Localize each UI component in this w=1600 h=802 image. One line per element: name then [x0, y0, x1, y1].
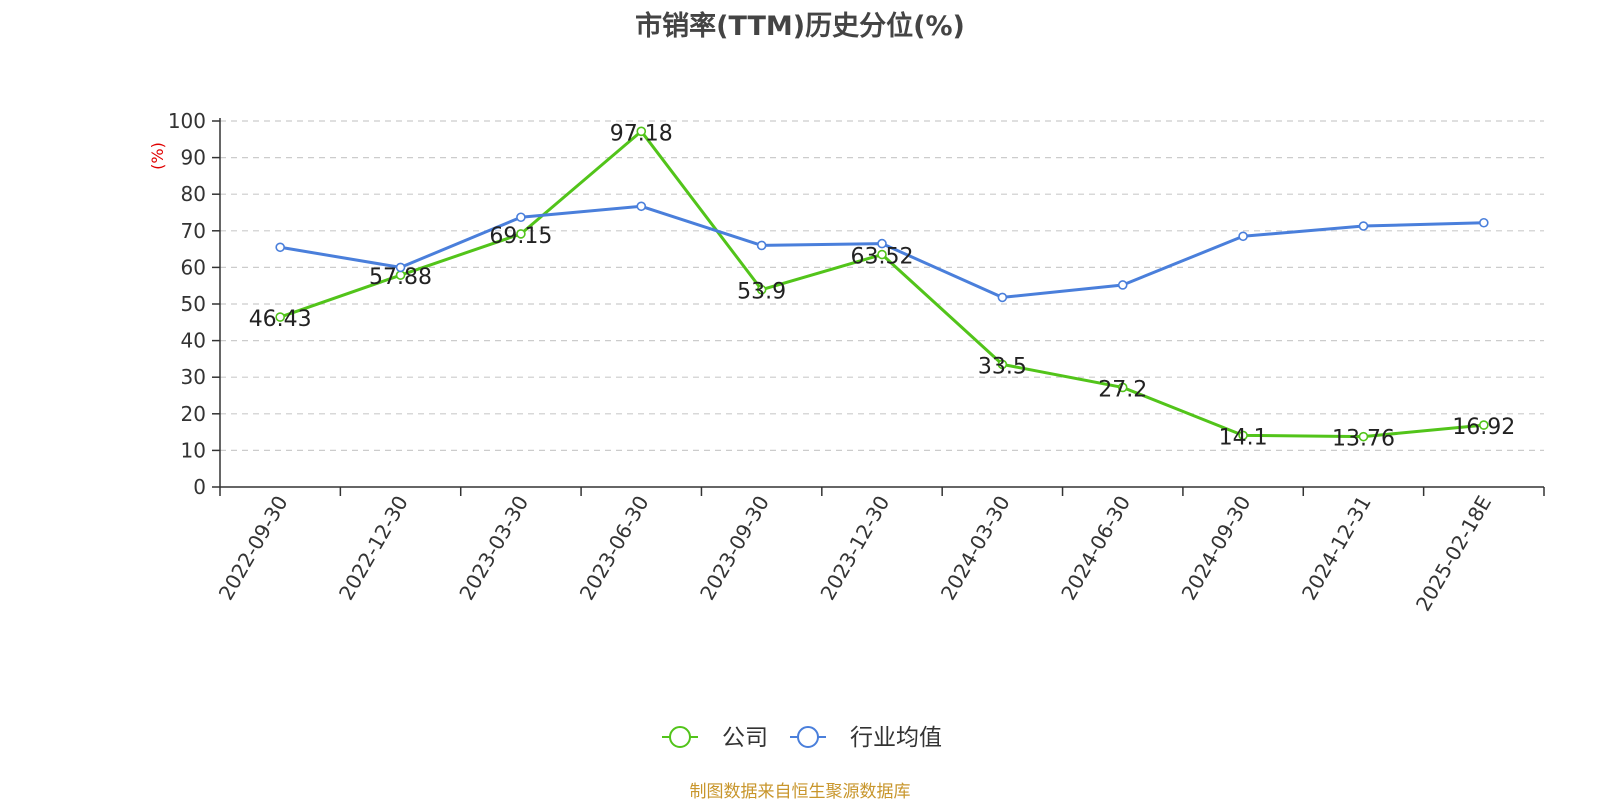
data-point — [1238, 231, 1248, 242]
x-tick-label: 2024-03-30 — [936, 492, 1015, 605]
legend-label: 公司 — [722, 725, 768, 751]
data-label: 46.43 — [249, 307, 312, 332]
x-tick-label: 2024-09-30 — [1177, 492, 1256, 605]
x-tick-label: 2023-09-30 — [695, 492, 774, 605]
data-point — [1117, 382, 1128, 393]
data-point — [877, 249, 887, 260]
y-tick-label: 90 — [181, 146, 206, 170]
data-label: 27.2 — [1098, 377, 1147, 402]
data-point — [516, 229, 526, 239]
legend-item[interactable]: 行业均值 — [790, 725, 942, 751]
y-tick-label: 30 — [181, 365, 206, 389]
data-point — [997, 359, 1008, 370]
data-label: 57.88 — [369, 265, 432, 290]
data-point — [1358, 221, 1369, 231]
y-tick-label: 40 — [181, 329, 206, 353]
data-point — [756, 284, 767, 295]
data-point — [275, 242, 285, 253]
source-note: 制图数据来自恒生聚源数据库 — [689, 782, 911, 802]
data-label: 69.15 — [489, 224, 552, 249]
data-point — [275, 312, 285, 322]
data-point — [636, 126, 647, 137]
data-label: 53.9 — [737, 280, 786, 305]
legend-label: 行业均值 — [850, 725, 942, 751]
y-tick-label: 100 — [168, 109, 206, 133]
data-label: 13.76 — [1332, 427, 1395, 452]
x-tick-label: 2023-06-30 — [575, 492, 654, 605]
y-tick-label: 60 — [181, 255, 206, 279]
x-tick-label: 2025-02-18E — [1411, 492, 1496, 616]
series-lines — [275, 126, 1489, 442]
data-label: 14.1 — [1219, 425, 1268, 450]
data-point — [395, 262, 406, 273]
data-point — [756, 240, 767, 251]
x-tick-label: 2022-09-30 — [214, 492, 293, 605]
data-point — [1238, 430, 1248, 441]
legend-marker-icon — [669, 726, 691, 748]
data-point — [1479, 420, 1489, 430]
legend-item[interactable]: 公司 — [662, 725, 768, 751]
data-label: 97.18 — [610, 121, 673, 146]
data-label: 33.5 — [978, 354, 1027, 379]
x-tick-label: 2023-12-30 — [815, 492, 894, 605]
y-axis-label: (%) — [148, 142, 167, 170]
data-point — [1358, 431, 1369, 442]
chart-title: 市销率(TTM)历史分位(%) — [635, 11, 965, 42]
data-point — [1117, 280, 1128, 290]
y-tick-label: 80 — [181, 182, 206, 206]
legend: 公司 行业均值 — [662, 725, 942, 751]
data-point — [997, 292, 1008, 303]
y-tick-label: 0 — [193, 475, 206, 499]
data-point — [1479, 217, 1489, 228]
legend-marker-icon — [797, 726, 819, 748]
series-line-company — [279, 129, 1484, 439]
x-tick-label: 2024-06-30 — [1056, 492, 1135, 605]
data-point — [877, 238, 887, 249]
data-label: 63.52 — [851, 245, 914, 270]
data-point — [636, 201, 647, 212]
x-tick-label: 2024-12-31 — [1297, 492, 1376, 605]
data-label: 16.92 — [1452, 415, 1515, 440]
y-tick-label: 70 — [181, 219, 206, 243]
y-tick-label: 50 — [181, 292, 206, 316]
y-tick-label: 10 — [181, 438, 206, 462]
x-tick-label: 2023-03-30 — [454, 492, 533, 605]
data-point — [516, 212, 526, 223]
y-tick-label: 20 — [181, 402, 206, 426]
axes: 0 10 20 30 40 50 60 70 80 90 100(%) 2022-09-30 2022-… — [148, 109, 1545, 616]
data-labels: 46.43 57.88 69.15 97.18 53.9 63.52 33.5 27.2 14.… — [249, 121, 1516, 451]
x-tick-label: 2022-12-30 — [334, 492, 413, 605]
